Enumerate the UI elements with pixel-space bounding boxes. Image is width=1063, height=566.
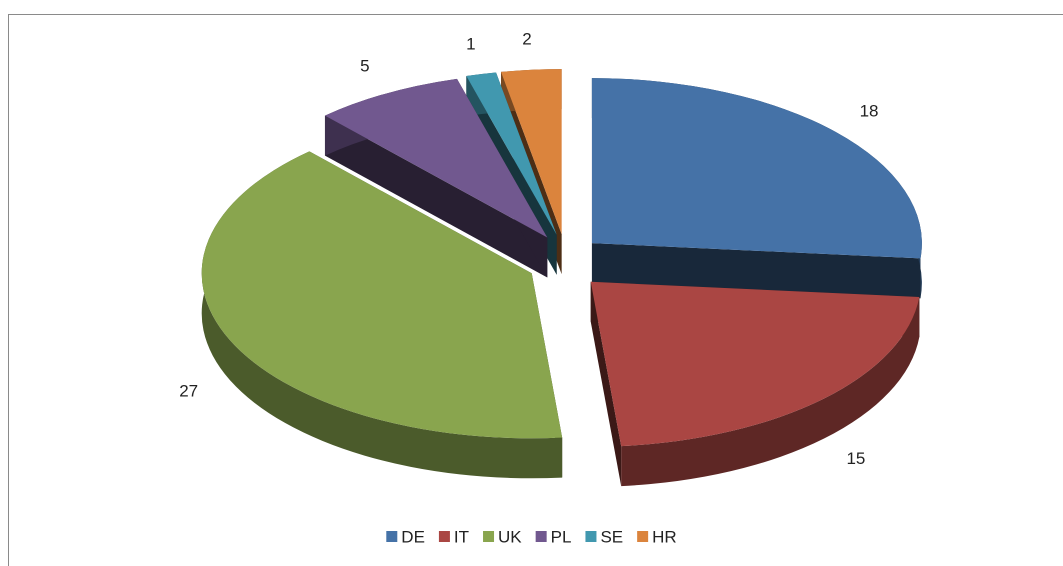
data-label: 27 bbox=[179, 382, 198, 401]
slice bbox=[466, 72, 557, 235]
legend-swatch bbox=[535, 531, 547, 542]
data-label: 1 bbox=[466, 34, 475, 53]
slice bbox=[324, 78, 548, 238]
slice-side bbox=[201, 151, 563, 479]
legend-swatch bbox=[585, 531, 597, 542]
legend-label: SE bbox=[600, 527, 623, 546]
slice bbox=[501, 69, 562, 235]
slice-side bbox=[590, 281, 622, 487]
slice-side bbox=[591, 243, 921, 299]
legend-swatch bbox=[637, 531, 649, 542]
slice-side bbox=[324, 115, 548, 278]
data-label: 15 bbox=[846, 449, 865, 468]
legend-swatch bbox=[386, 531, 398, 542]
legend-label: UK bbox=[498, 527, 522, 546]
slice bbox=[201, 151, 563, 439]
legend: DE IT UK PL SE HR bbox=[386, 527, 677, 546]
slice-side bbox=[621, 297, 920, 487]
legend-swatch bbox=[438, 531, 450, 542]
slice bbox=[590, 281, 920, 447]
legend-swatch bbox=[483, 531, 495, 542]
legend-label: IT bbox=[454, 527, 469, 546]
slice bbox=[591, 78, 922, 259]
legend-label: DE bbox=[401, 527, 425, 546]
legend-label: HR bbox=[652, 527, 677, 546]
data-label: 18 bbox=[860, 101, 879, 120]
legend-label: PL bbox=[551, 527, 572, 546]
data-label: 2 bbox=[522, 29, 531, 48]
data-label: 5 bbox=[360, 57, 369, 76]
